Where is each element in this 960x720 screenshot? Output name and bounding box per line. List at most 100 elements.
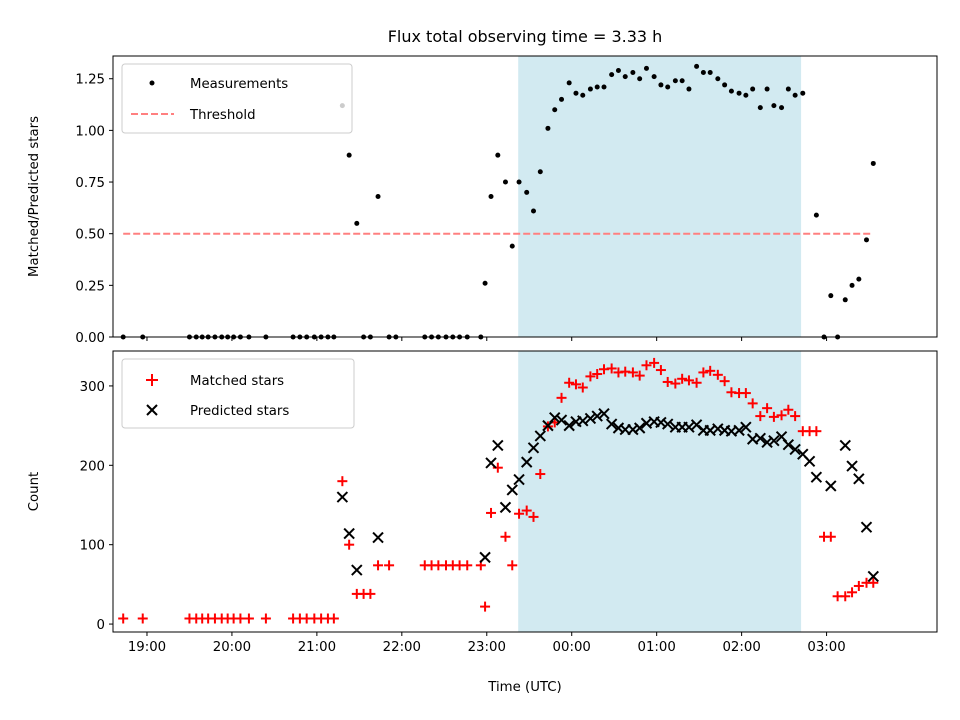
matched-point-48: [570, 379, 581, 390]
predicted-point-b: [555, 414, 568, 426]
predicted-point-4: [479, 551, 491, 564]
matched-point-64: [683, 375, 694, 386]
predicted-point-b: [577, 415, 589, 427]
legend-measurements-label: Measurements: [190, 77, 288, 92]
predicted-point-30: [662, 418, 674, 430]
predicted-point-b: [499, 501, 512, 514]
legend-measurements-marker: [149, 80, 155, 86]
predicted-point-b: [810, 471, 823, 483]
measurement-point-79: [785, 86, 791, 92]
measurement-point-48: [566, 80, 572, 86]
matched-point-26: [384, 560, 395, 571]
measurement-point-78: [779, 105, 785, 111]
top-ytick-label-5: 1.25: [75, 73, 105, 88]
matched-point-61: [662, 376, 673, 387]
predicted-point-b: [584, 412, 597, 425]
matched-point-88: [853, 580, 864, 591]
x-axis-label: Time (UTC): [487, 680, 562, 695]
measurement-point-59: [643, 65, 649, 71]
predicted-point-19: [584, 412, 597, 425]
predicted-point-57: [867, 570, 879, 583]
measurement-point-49: [573, 90, 579, 96]
top-y-ticks: 0.00 0.25 0.50 0.75 1.00 1.25: [75, 73, 113, 346]
predicted-point-b: [655, 416, 667, 429]
predicted-point-b: [336, 491, 349, 503]
predicted-point-b: [712, 423, 724, 435]
measurement-point-67: [700, 70, 706, 76]
matched-point-25: [373, 560, 384, 571]
predicted-point-b: [683, 421, 695, 433]
predicted-point-53: [839, 439, 851, 452]
matched-point-38: [500, 531, 511, 542]
predicted-point-3: [372, 531, 384, 544]
x-tick-label-3: 22:00: [383, 640, 421, 655]
predicted-point-b: [479, 551, 491, 564]
predicted-point-b: [853, 473, 865, 485]
measurement-point-63: [672, 78, 678, 84]
measurement-point-22: [354, 220, 360, 226]
measurement-point-53: [601, 84, 607, 90]
measurement-point-64: [679, 78, 685, 84]
predicted-point-b: [372, 531, 384, 544]
predicted-point-b: [725, 425, 738, 437]
measurement-point-44: [537, 169, 543, 175]
measurement-point-54: [609, 72, 615, 78]
matched-point-21: [344, 539, 355, 550]
predicted-point-40: [733, 424, 745, 437]
measurement-point-46: [552, 107, 558, 113]
predicted-point-b: [782, 438, 795, 451]
top-observing-window-shade: [518, 56, 802, 337]
top-y-axis-label: Matched/Predicted stars: [27, 116, 42, 277]
predicted-point-23: [612, 422, 625, 434]
matched-point-72: [740, 388, 751, 399]
predicted-point-b: [740, 421, 752, 433]
top-ytick-label-4: 1.00: [75, 124, 105, 139]
bottom-legend: Matched stars Predicted stars: [121, 358, 355, 429]
matched-point-57: [634, 370, 645, 381]
bot-ytick-label-3: 300: [80, 380, 105, 395]
measurement-point-50: [580, 92, 586, 98]
predicted-point-29: [655, 416, 667, 429]
measurement-point-36: [482, 280, 488, 286]
predicted-point-55: [853, 473, 865, 485]
bottom-y-ticks: 0 100 200 300: [80, 380, 113, 633]
predicted-point-b: [775, 431, 788, 443]
predicted-point-b: [733, 424, 745, 437]
predicted-point-18: [577, 415, 589, 427]
top-ytick-label-3: 0.75: [75, 176, 105, 191]
predicted-point-41: [740, 421, 752, 433]
matched-point-62: [670, 378, 681, 389]
measurement-point-70: [722, 82, 728, 88]
predicted-point-b: [633, 422, 646, 434]
matched-point-41: [521, 505, 532, 516]
bottom-panel: 19:00 20:00 21:00 22:00 23:00 00:00 01:00 02:00…: [27, 350, 938, 695]
predicted-point-b: [605, 418, 618, 430]
matched-point-63: [677, 373, 688, 384]
predicted-point-b: [527, 442, 540, 454]
matched-point-67: [705, 365, 716, 376]
measurement-point-25: [375, 194, 381, 199]
measurement-point-89: [863, 237, 869, 243]
matched-point-73: [747, 398, 758, 409]
matched-point-58: [641, 360, 652, 371]
x-tick-label-4: 23:00: [468, 640, 506, 655]
matched-point-79: [790, 411, 801, 422]
predicted-point-b: [690, 419, 703, 431]
bottom-axes-frame: [112, 350, 938, 633]
predicted-point-26: [633, 422, 646, 434]
matched-point-51: [592, 369, 603, 380]
predicted-point-b: [563, 419, 575, 432]
x-tick-label-8: 03:00: [807, 640, 845, 655]
measurement-point-39: [502, 179, 508, 185]
top-axes-frame: [112, 55, 938, 338]
predicted-point-51: [810, 471, 823, 483]
predicted-point-b: [513, 473, 525, 486]
predicted-point-b: [846, 460, 858, 472]
measurement-point-75: [757, 105, 763, 111]
measurement-point-73: [743, 92, 749, 98]
top-ytick-label-2: 0.50: [75, 228, 105, 243]
predicted-point-b: [746, 433, 759, 445]
predicted-point-b: [867, 570, 879, 583]
x-tick-label-1: 20:00: [213, 640, 251, 655]
